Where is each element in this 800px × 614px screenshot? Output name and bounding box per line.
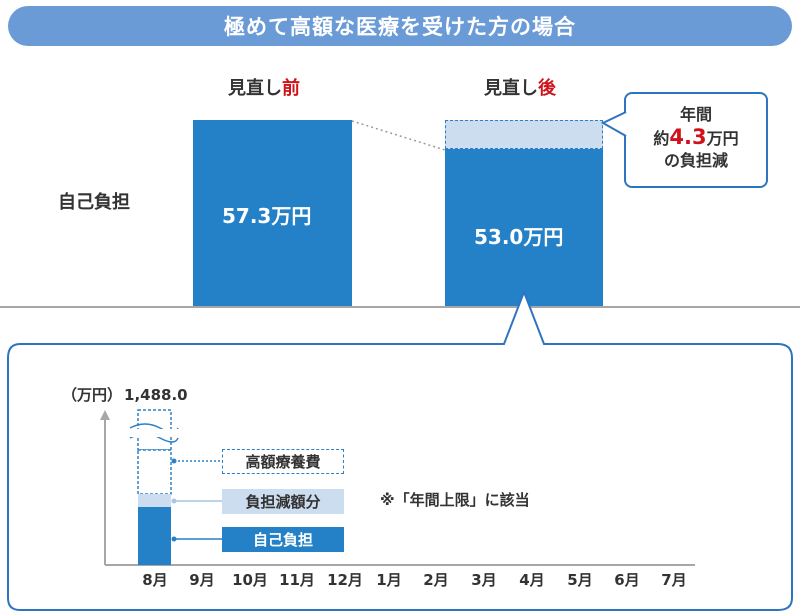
before-header-accent: 前 (282, 78, 300, 99)
after-header: 見直し後 (484, 74, 556, 100)
axis-break-gap (128, 429, 180, 437)
x-tick: 2月 (423, 571, 449, 589)
bar-before-label: 57.3万円 (222, 204, 312, 228)
x-tick: 4月 (519, 571, 545, 589)
callout-value: 4.3 (669, 125, 707, 149)
bar-after-label: 53.0万円 (474, 225, 564, 249)
x-tick: 8月 (142, 571, 168, 589)
x-tick: 11月 (279, 571, 315, 589)
reduction-callout: 年間 約4.3万円 の負担減 (624, 92, 768, 188)
bar-before (193, 120, 352, 307)
x-tick: 3月 (471, 571, 497, 589)
after-header-prefix: 見直し (484, 78, 538, 99)
legend-reduction: 負担減額分 (222, 489, 344, 514)
bar-aug-reduction (138, 494, 171, 507)
page-title: 極めて高額な医療を受けた方の場合 (8, 6, 792, 46)
top-chart-baseline (0, 306, 800, 308)
leader-high-cost-dot (171, 458, 177, 464)
bar-after-reduction (445, 120, 603, 149)
x-tick: 12月 (327, 571, 363, 589)
callout-line2: 約4.3万円 (626, 126, 766, 150)
x-tick: 7月 (661, 571, 687, 589)
callout-prefix: 約 (653, 129, 670, 148)
callout-line1: 年間 (679, 105, 712, 124)
leader-reduction-dot (171, 498, 177, 504)
legend-self-pay: 自己負担 (222, 527, 344, 552)
bar-aug-self-pay (138, 507, 171, 565)
before-header: 見直し前 (228, 74, 300, 100)
bar-aug-high-cost (137, 449, 172, 495)
callout-pointer-fill (603, 112, 627, 136)
y-axis-label: （万円） 1,488.0 (60, 384, 188, 405)
callout-suffix: 万円 (706, 129, 739, 148)
detail-panel (7, 289, 793, 611)
x-tick: 5月 (567, 571, 593, 589)
x-tick: 10月 (232, 571, 268, 589)
y-axis-unit: （万円） (62, 386, 123, 404)
before-header-prefix: 見直し (228, 78, 282, 99)
x-tick: 6月 (614, 571, 640, 589)
after-header-accent: 後 (538, 78, 556, 99)
callout-line3: の負担減 (663, 151, 728, 170)
bar-after (445, 149, 603, 307)
y-axis-top-value: 1,488.0 (124, 386, 188, 404)
connector-line (351, 120, 446, 151)
leader-self-pay-dot (171, 536, 177, 542)
x-tick: 9月 (189, 571, 215, 589)
row-label-self-pay: 自己負担 (58, 192, 130, 213)
callout-pointer (600, 111, 627, 137)
x-tick: 1月 (376, 571, 402, 589)
y-axis-arrow (100, 410, 110, 420)
annual-cap-note: ※「年間上限」に該当 (380, 491, 530, 509)
legend-high-cost: 高額療養費 (222, 449, 344, 474)
